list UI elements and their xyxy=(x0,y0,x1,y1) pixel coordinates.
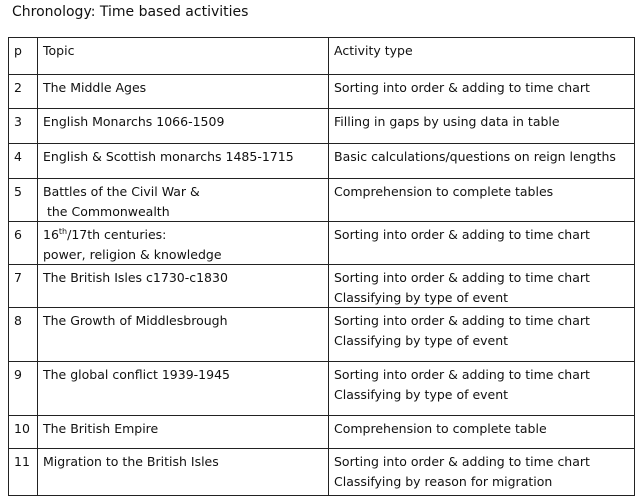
cell-text: The global conflict 1939-1945 xyxy=(43,367,230,382)
table-row: 6 16th/17th centuries: power, religion & k… xyxy=(8,221,635,265)
cell-line: Classifying by type of event xyxy=(334,386,509,402)
text-segment: 16 xyxy=(43,227,59,242)
header-page-number: p xyxy=(8,37,38,75)
table-row: 9 The global conflict 1939-1945 Sorting in… xyxy=(8,361,635,416)
table-row: 3 English Monarchs 1066-1509 Filling in ga… xyxy=(8,108,635,144)
topic: The Middle Ages xyxy=(37,74,329,109)
cell-text: 6 xyxy=(14,227,22,242)
cell-text: 9 xyxy=(14,367,22,382)
activity-type: Comprehension to complete tables xyxy=(328,178,635,222)
activity-type: Comprehension to complete table xyxy=(328,415,635,449)
topic: The global conflict 1939-1945 xyxy=(37,361,329,416)
table-row: 10 The British Empire Comprehension to com… xyxy=(8,415,635,449)
header-activity-type: Activity type xyxy=(328,37,635,75)
topic: English Monarchs 1066-1509 xyxy=(37,108,329,144)
header-topic: Topic xyxy=(37,37,329,75)
topic: The British Isles c1730-c1830 xyxy=(37,264,329,308)
cell-text: 5 xyxy=(14,184,22,199)
cell-text: The British Isles c1730-c1830 xyxy=(43,270,228,285)
table-row: 4 English & Scottish monarchs 1485-1715 Ba… xyxy=(8,143,635,179)
cell-text: 4 xyxy=(14,149,22,164)
cell-text: English & Scottish monarchs 1485-1715 xyxy=(43,149,294,164)
cell-line: the Commonwealth xyxy=(43,203,170,219)
cell-text: Activity type xyxy=(334,43,413,58)
text-segment: /17th centuries: xyxy=(67,227,167,242)
page-number: 10 xyxy=(8,415,38,449)
cell-line: Classifying by type of event xyxy=(334,332,509,348)
page-number: 11 xyxy=(8,448,38,496)
cell-text: The Middle Ages xyxy=(43,80,147,95)
cell-line: power, religion & knowledge xyxy=(43,246,222,262)
cell-line: Sorting into order & adding to time char… xyxy=(334,313,590,328)
topic: The Growth of Middlesbrough xyxy=(37,307,329,362)
activity-type: Sorting into order & adding to time char… xyxy=(328,74,635,109)
activity-type: Sorting into order & adding to time char… xyxy=(328,221,635,265)
page-number: 2 xyxy=(8,74,38,109)
table-row: 2 The Middle Ages Sorting into order & add… xyxy=(8,74,635,109)
activity-type: Sorting into order & adding to time char… xyxy=(328,448,635,496)
activity-type: Sorting into order & adding to time char… xyxy=(328,361,635,416)
cell-text: Comprehension to complete table xyxy=(334,421,547,436)
cell-line: Classifying by type of event xyxy=(334,289,509,305)
cell-text: English Monarchs 1066-1509 xyxy=(43,114,225,129)
page-title: Chronology: Time based activities xyxy=(12,4,249,20)
cell-text: 8 xyxy=(14,313,22,328)
activity-type: Sorting into order & adding to time char… xyxy=(328,307,635,362)
cell-text: Basic calculations/questions on reign le… xyxy=(334,149,616,164)
cell-text: 11 xyxy=(14,454,30,469)
topic: English & Scottish monarchs 1485-1715 xyxy=(37,143,329,179)
page-number: 5 xyxy=(8,178,38,222)
cell-text: The Growth of Middlesbrough xyxy=(43,313,228,328)
cell-text: Comprehension to complete tables xyxy=(334,184,554,199)
cell-text: 2 xyxy=(14,80,22,95)
cell-text: The British Empire xyxy=(43,421,159,436)
page-number: 6 xyxy=(8,221,38,265)
activity-type: Basic calculations/questions on reign le… xyxy=(328,143,635,179)
activity-type: Filling in gaps by using data in table xyxy=(328,108,635,144)
topic: The British Empire xyxy=(37,415,329,449)
page-number: 8 xyxy=(8,307,38,362)
activity-type: Sorting into order & adding to time char… xyxy=(328,264,635,308)
cell-line: Sorting into order & adding to time char… xyxy=(334,367,590,382)
table-row: 8 The Growth of Middlesbrough Sorting into… xyxy=(8,307,635,362)
cell-text: 3 xyxy=(14,114,22,129)
cell-text: Topic xyxy=(43,43,75,58)
cell-line: Sorting into order & adding to time char… xyxy=(334,270,590,285)
page-number: 4 xyxy=(8,143,38,179)
table-row: 11 Migration to the British Isles Sorting … xyxy=(8,448,635,496)
topic: Migration to the British Isles xyxy=(37,448,329,496)
cell-line: Sorting into order & adding to time char… xyxy=(334,454,590,469)
topic: Battles of the Civil War & the Commonwea… xyxy=(37,178,329,222)
cell-line: Classifying by reason for migration xyxy=(334,473,553,489)
table-row: 5 Battles of the Civil War & the Commonwe… xyxy=(8,178,635,222)
cell-line: 16th/17th centuries: xyxy=(43,225,323,245)
page-number: 9 xyxy=(8,361,38,416)
cell-text: 7 xyxy=(14,270,22,285)
cell-text: 10 xyxy=(14,421,30,436)
page-number: 3 xyxy=(8,108,38,144)
cell-text: Sorting into order & adding to time char… xyxy=(334,227,590,242)
cell-text: p xyxy=(14,43,22,58)
superscript: th xyxy=(58,226,68,236)
activity-table: p Topic Activity type 2 The Middle Ages Sorti… xyxy=(8,37,635,496)
cell-text: Migration to the British Isles xyxy=(43,454,219,469)
cell-line: Battles of the Civil War & xyxy=(43,184,200,199)
header-row: p Topic Activity type xyxy=(8,37,635,75)
topic: 16th/17th centuries: power, religion & kn… xyxy=(37,221,329,265)
table-row: 7 The British Isles c1730-c1830 Sorting in… xyxy=(8,264,635,308)
cell-text: Filling in gaps by using data in table xyxy=(334,114,560,129)
page-number: 7 xyxy=(8,264,38,308)
cell-text: Sorting into order & adding to time char… xyxy=(334,80,590,95)
